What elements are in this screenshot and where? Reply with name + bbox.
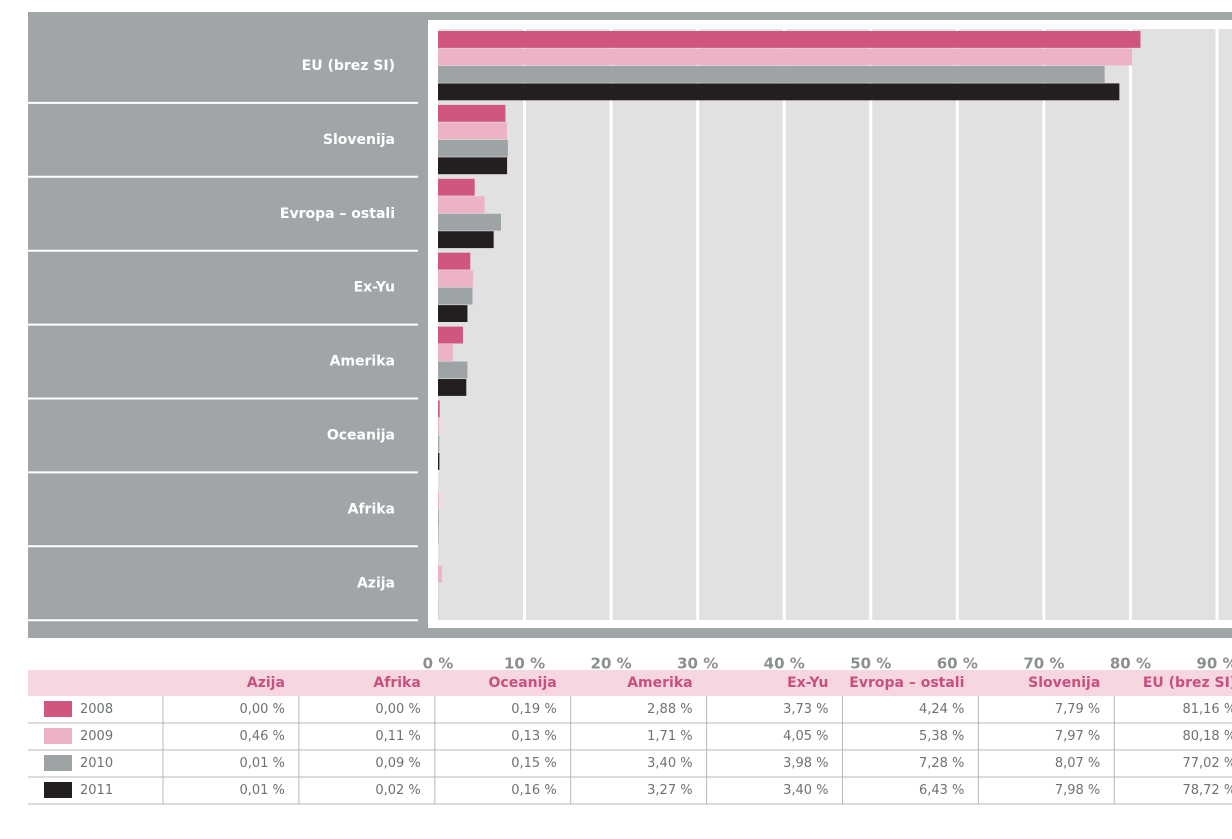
table-cell: 0,01 % — [239, 756, 284, 771]
table-header — [28, 670, 1232, 696]
table-cell: 5,38 % — [919, 729, 964, 744]
table-cell: 0,15 % — [511, 756, 556, 771]
bar — [438, 361, 468, 379]
category-label: Evropa – ostali — [280, 206, 395, 222]
table-cell: 7,79 % — [1055, 702, 1100, 717]
bar — [438, 65, 1105, 83]
table-cell: 0,00 % — [375, 702, 420, 717]
table-cell: 81,16 % — [1182, 702, 1232, 717]
bar — [438, 509, 439, 527]
legend-swatch — [44, 755, 72, 771]
bar — [438, 48, 1133, 66]
bar — [438, 417, 440, 435]
bar — [438, 344, 453, 361]
table-cell: 0,11 % — [375, 729, 420, 744]
table-cell: 4,24 % — [919, 702, 964, 717]
x-tick-label: 70 % — [1023, 655, 1064, 673]
table-cell: 3,73 % — [783, 702, 828, 717]
legend-label: 2011 — [80, 783, 113, 798]
legend-label: 2009 — [80, 729, 113, 744]
bar — [438, 104, 506, 122]
category-label: Oceanija — [327, 427, 395, 443]
table-header-cell: Amerika — [627, 675, 692, 691]
bar — [438, 491, 439, 509]
bar — [438, 213, 502, 231]
x-tick-label: 90 % — [1196, 655, 1232, 673]
legend-swatch — [44, 782, 72, 798]
table-cell: 3,98 % — [783, 756, 828, 771]
bar — [438, 252, 471, 270]
bar — [438, 435, 440, 453]
category-label: EU (brez SI) — [302, 58, 395, 74]
table-cell: 0,01 % — [239, 783, 284, 798]
table-cell: 7,28 % — [919, 756, 964, 771]
table-header-cell: Ex-Yu — [787, 675, 828, 691]
legend-label: 2008 — [80, 702, 113, 717]
table-cell: 0,02 % — [375, 783, 420, 798]
bar — [438, 31, 1141, 48]
category-label: Azija — [357, 575, 395, 591]
category-label: Amerika — [330, 354, 395, 370]
legend-swatch — [44, 728, 72, 744]
table-header-cell: EU (brez SI) — [1143, 675, 1232, 691]
table-cell: 0,00 % — [239, 702, 284, 717]
table-cell: 2,88 % — [647, 702, 692, 717]
table-cell: 0,19 % — [511, 702, 556, 717]
table-cell: 4,05 % — [783, 729, 828, 744]
table-cell: 0,13 % — [511, 729, 556, 744]
table-header-cell: Slovenija — [1028, 675, 1100, 691]
table-cell: 3,40 % — [783, 783, 828, 798]
table-header-cell: Oceanija — [489, 675, 557, 691]
bar — [438, 83, 1120, 101]
table-cell: 3,40 % — [647, 756, 692, 771]
table-cell: 78,72 % — [1182, 783, 1232, 798]
x-tick-label: 20 % — [591, 655, 632, 673]
category-label: Afrika — [348, 501, 395, 517]
bar — [438, 379, 467, 396]
legend-label: 2010 — [80, 756, 113, 771]
x-tick-label: 50 % — [850, 655, 891, 673]
x-tick-label: 60 % — [937, 655, 978, 673]
bar — [438, 400, 440, 418]
table-cell: 7,97 % — [1055, 729, 1100, 744]
table-cell: 8,07 % — [1055, 756, 1100, 771]
bar — [438, 231, 494, 249]
bar — [438, 305, 468, 322]
table-cell: 7,98 % — [1055, 783, 1100, 798]
bar — [438, 157, 508, 175]
table-cell: 0,46 % — [239, 729, 284, 744]
bar — [438, 270, 474, 288]
category-label: Ex-Yu — [354, 280, 395, 296]
table-cell: 0,16 % — [511, 783, 556, 798]
x-tick-label: 10 % — [504, 655, 545, 673]
table-header-cell: Azija — [247, 675, 285, 691]
table-cell: 6,43 % — [919, 783, 964, 798]
x-tick-label: 0 % — [423, 655, 454, 673]
bar — [438, 178, 475, 196]
plot-area — [438, 29, 1232, 620]
table-cell: 3,27 % — [647, 783, 692, 798]
x-tick-label: 80 % — [1110, 655, 1151, 673]
bar — [438, 122, 507, 140]
table-cell: 0,09 % — [375, 756, 420, 771]
table-header-cell: Afrika — [373, 675, 420, 691]
bar — [438, 452, 440, 470]
bar — [438, 287, 473, 305]
table-header-cell: Evropa – ostali — [849, 675, 964, 691]
bar — [438, 139, 508, 157]
bar — [438, 196, 485, 214]
bar — [438, 326, 463, 344]
category-label: Slovenija — [323, 132, 395, 148]
table-cell: 77,02 % — [1182, 756, 1232, 771]
bar — [438, 565, 442, 583]
x-tick-label: 40 % — [764, 655, 805, 673]
table-cell: 1,71 % — [647, 729, 692, 744]
table-cell: 80,18 % — [1182, 729, 1232, 744]
x-tick-label: 30 % — [677, 655, 718, 673]
legend-swatch — [44, 701, 72, 717]
